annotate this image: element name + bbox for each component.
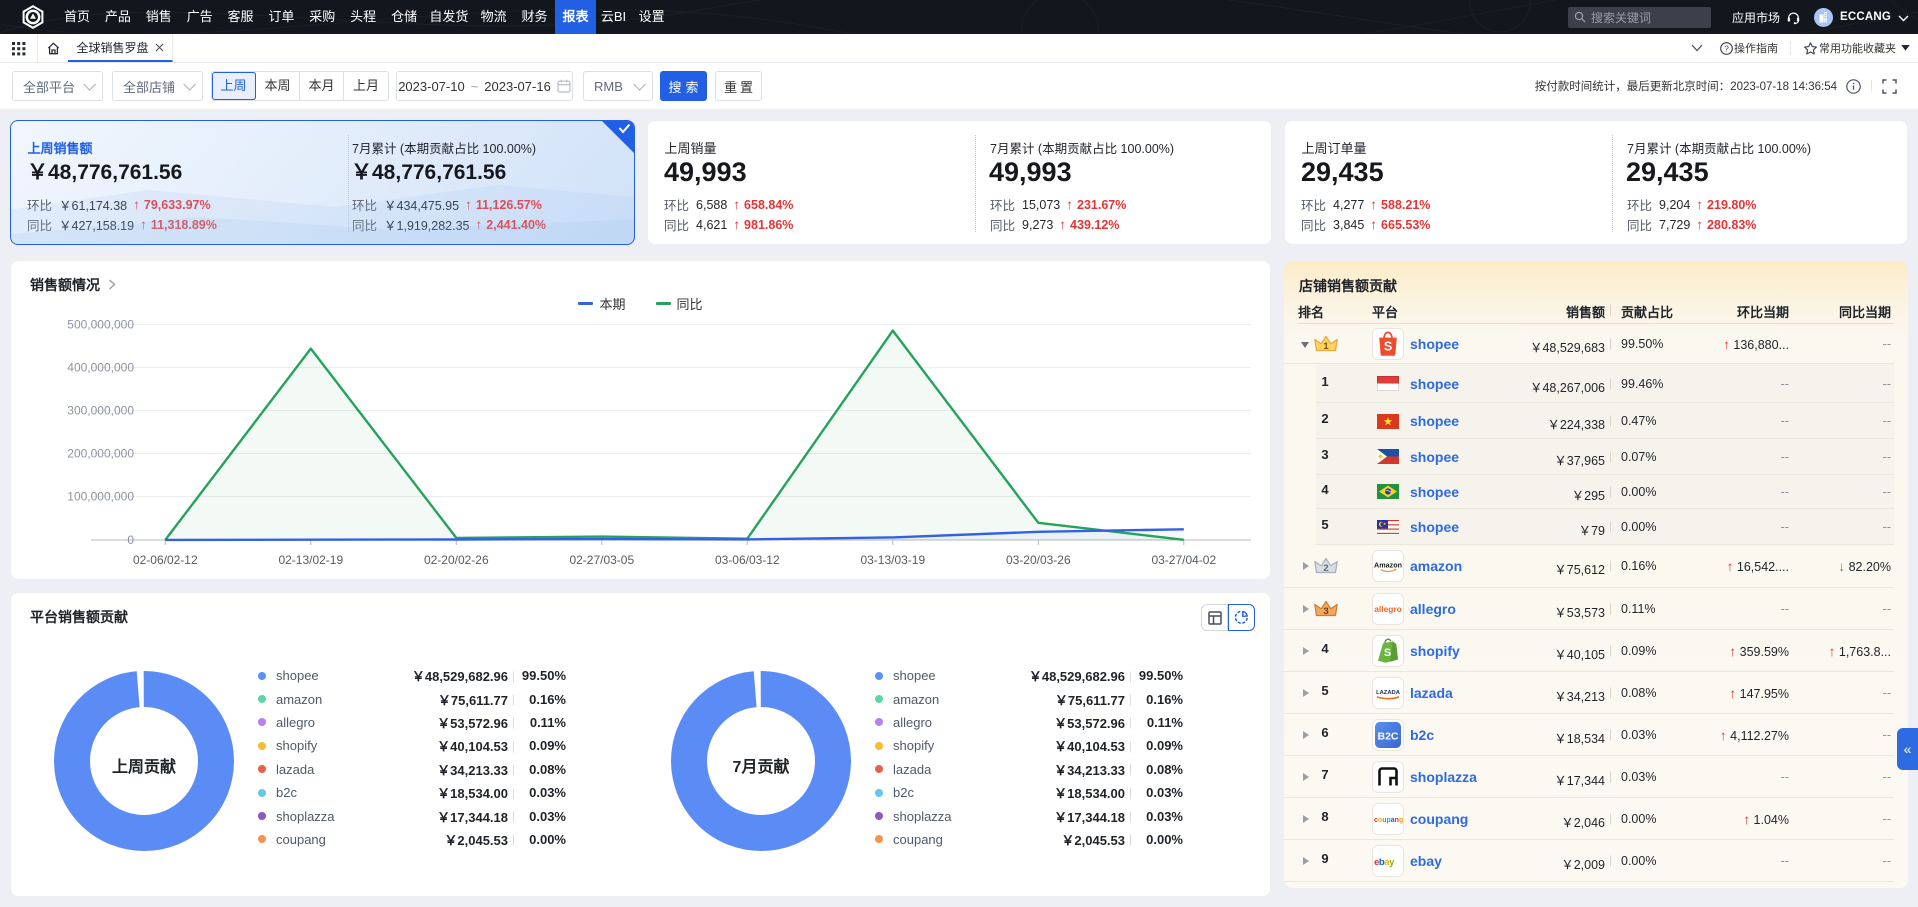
svg-text:03-06/03-12: 03-06/03-12 <box>715 553 780 567</box>
svg-text:?: ? <box>1724 44 1729 53</box>
svg-text:300,000,000: 300,000,000 <box>67 404 134 418</box>
svg-text:Amazon: Amazon <box>1374 561 1402 570</box>
svg-text:1: 1 <box>1323 341 1329 352</box>
svg-text:100,000,000: 100,000,000 <box>67 490 134 504</box>
svg-text:S: S <box>1384 340 1392 354</box>
svg-text:0: 0 <box>127 533 134 547</box>
svg-text:coupang: coupang <box>1374 817 1403 824</box>
svg-text:02-13/02-19: 02-13/02-19 <box>278 553 343 567</box>
svg-text:03-27/04-02: 03-27/04-02 <box>1151 553 1216 567</box>
svg-text:ebay: ebay <box>1374 857 1395 868</box>
svg-text:3: 3 <box>1323 605 1328 616</box>
svg-text:allegro: allegro <box>1374 604 1401 614</box>
svg-text:2: 2 <box>1323 563 1328 574</box>
svg-text:LAZADA: LAZADA <box>1376 690 1401 696</box>
svg-text:400,000,000: 400,000,000 <box>67 361 134 375</box>
svg-text:S: S <box>1384 647 1391 659</box>
svg-text:03-13/03-19: 03-13/03-19 <box>860 553 925 567</box>
svg-text:02-06/02-12: 02-06/02-12 <box>133 553 198 567</box>
svg-text:02-20/02-26: 02-20/02-26 <box>424 553 489 567</box>
svg-text:200,000,000: 200,000,000 <box>67 447 134 461</box>
svg-text:B2C: B2C <box>1377 730 1398 742</box>
svg-text:03-20/03-26: 03-20/03-26 <box>1006 553 1071 567</box>
svg-text:02-27/03-05: 02-27/03-05 <box>569 553 634 567</box>
svg-text:500,000,000: 500,000,000 <box>67 318 134 332</box>
